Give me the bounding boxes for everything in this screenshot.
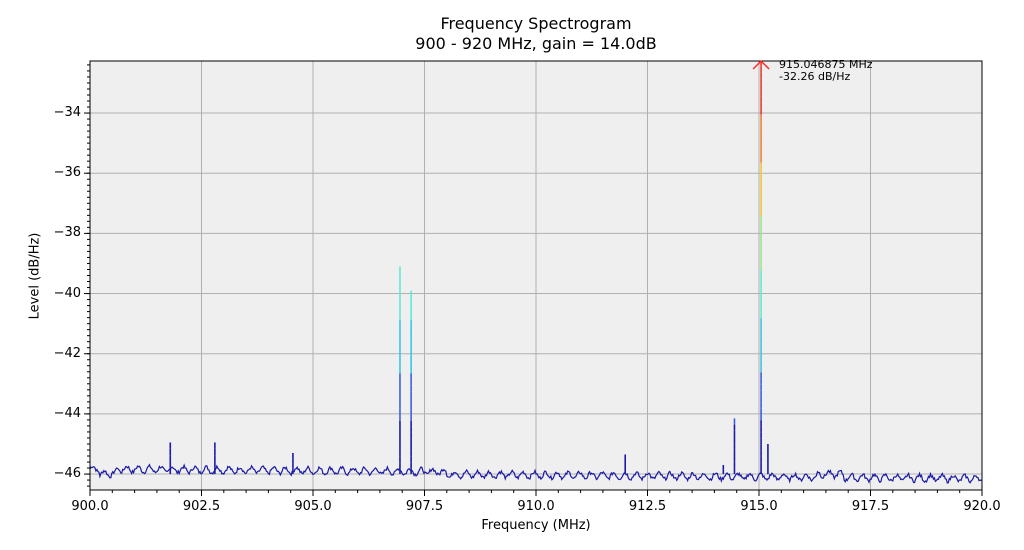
y-tick-label: −46 <box>53 466 81 482</box>
y-tick-label: −38 <box>53 225 81 241</box>
x-tick-label: 902.5 <box>182 499 221 514</box>
peak-marker-arrow-icon <box>752 59 770 70</box>
y-tick-label: −40 <box>53 285 81 301</box>
peak-frequency: 915.046875 MHz <box>779 58 873 71</box>
x-tick-label: 900.0 <box>71 499 109 514</box>
x-tick-label: 915.0 <box>740 499 778 514</box>
peak-annotation: 915.046875 MHz -32.26 dB/Hz <box>779 59 873 83</box>
y-tick-label: −42 <box>53 345 81 361</box>
x-tick-label: 917.5 <box>851 499 890 514</box>
x-tick-label: 907.5 <box>405 499 444 514</box>
y-axis-label: Level (dB/Hz) <box>27 232 43 320</box>
x-tick-label: 905.0 <box>294 499 332 514</box>
x-tick-label: 910.0 <box>517 499 555 514</box>
plot-frame <box>89 60 983 491</box>
y-tick-label: −36 <box>53 165 81 181</box>
chart-title: Frequency Spectrogram <box>440 14 632 33</box>
spectrum-trace <box>89 60 983 484</box>
chart-subtitle: 900 - 920 MHz, gain = 14.0dB <box>415 34 657 53</box>
y-tick-label: −34 <box>53 105 81 121</box>
x-tick-label: 920.0 <box>963 499 1001 514</box>
x-tick-label: 912.5 <box>628 499 667 514</box>
peak-level: -32.26 dB/Hz <box>779 70 851 83</box>
x-axis-label: Frequency (MHz) <box>481 518 591 533</box>
y-tick-label: −44 <box>53 405 81 421</box>
